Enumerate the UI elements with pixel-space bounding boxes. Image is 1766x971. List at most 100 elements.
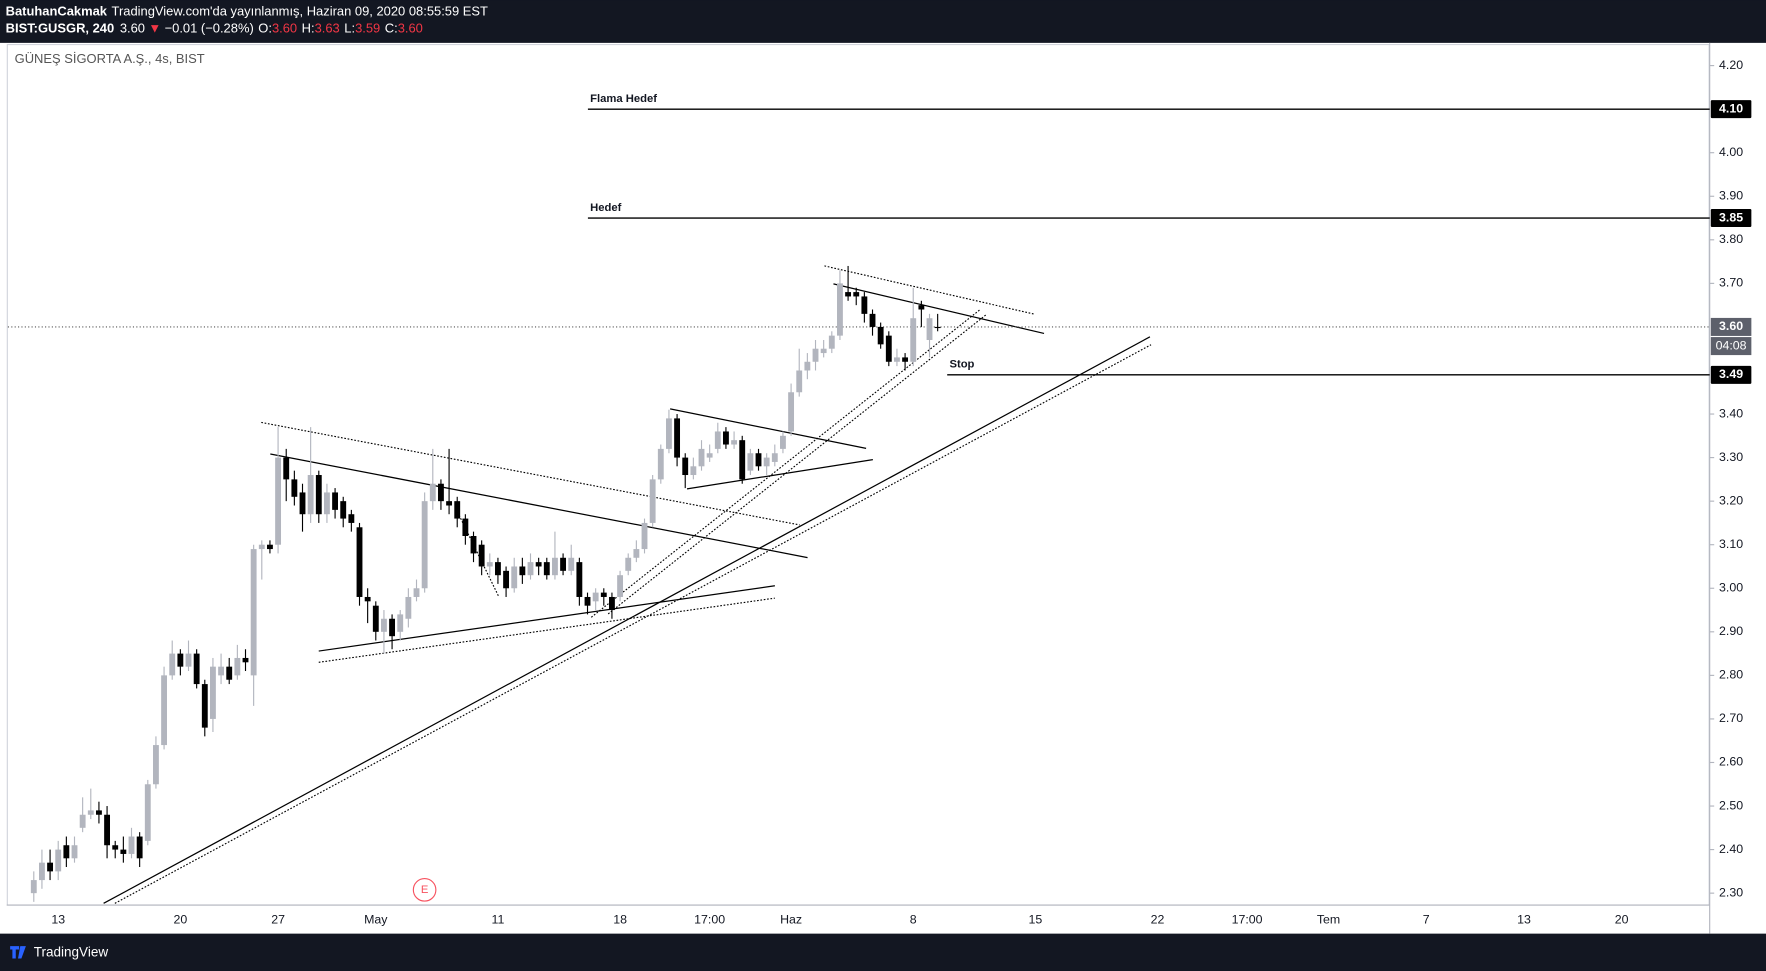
countdown-box [1710,337,1752,356]
candle-body [584,596,591,606]
header-bar [0,0,1766,43]
candle-body [63,845,70,859]
candle-body [421,501,428,589]
candle-body [413,588,420,597]
candle-body [495,562,501,576]
trend-line [686,458,873,490]
price: 3.60 [120,21,145,36]
candle-body [332,492,339,510]
candle-body [804,361,811,371]
change: −0.01 (−0.28%) [165,21,254,36]
candle-body [845,292,852,297]
trend-line-dotted [114,344,1152,904]
symbol: BIST:GUSGR, 240 [6,21,115,36]
drawings [103,265,1152,904]
x-tick-label: 7 [1423,913,1430,927]
y-tick-label: 2.70 [1719,711,1743,725]
countdown-label: 04:08 [1716,338,1747,352]
candle-body [828,335,835,349]
candle-body [128,836,135,854]
x-tick-label: 18 [613,913,627,927]
candle-body [96,810,102,815]
candle-body [649,479,656,523]
y-tick-label: 3.10 [1719,537,1743,551]
candle-body [299,492,306,515]
y-tick-label: 3.20 [1719,493,1743,507]
candle-body [267,544,273,550]
candle-body [120,849,127,854]
candle-body [144,784,151,841]
candle-body [324,492,330,515]
candle-body [600,592,607,597]
y-tick-label: 2.30 [1719,885,1743,899]
candle-body [112,845,119,850]
candle-body [568,557,575,571]
candle-body [201,684,208,728]
y-tick-label: 3.90 [1719,189,1743,203]
brand: TradingView [34,944,109,959]
candle-body [307,475,314,515]
candle-body [291,479,298,497]
x-tick-label: 20 [173,913,187,927]
candle-body [780,435,786,449]
candle-body [543,562,550,576]
candle-body [364,596,371,602]
candle-body [723,431,729,445]
trend-line-dotted [318,597,775,663]
candle-body [894,357,900,362]
candle-body [771,453,778,462]
candle-body [625,557,632,571]
candle-body [381,618,387,632]
candle-body [755,453,762,467]
candle-body [511,566,518,589]
candle-body [438,483,444,502]
x-tick-label: 13 [51,913,65,927]
candle-body [446,501,453,506]
candle-body [47,862,54,872]
ohlc-key: H: [302,21,315,36]
header-line-2: BIST:GUSGR, 240 3.60 ▼ −0.01 (−0.28%) O:3.60… [6,21,423,36]
candle-body [429,483,436,502]
candle-body [682,457,689,476]
candle-body [739,440,746,480]
level-price-box [1710,209,1752,228]
candle-body [885,335,892,362]
marks: 4.20 4.00 3.90 3.80 3.70 3.40 3.30 3.20 3.10 3.00… [7,58,1752,927]
y-tick-label: 2.90 [1719,624,1743,638]
x-tick-label: 11 [492,913,505,927]
y-tick-label: 3.80 [1719,232,1743,246]
candle-body [812,348,819,362]
candle-body [861,296,868,314]
author: BatuhanCakmak [6,4,108,19]
earnings-marker[interactable] [412,878,437,902]
x-tick-label: 17:00 [1232,913,1263,927]
candle-body [250,549,257,676]
candle-body [226,666,233,680]
level-label: Stop [949,359,974,371]
footer-bar [0,933,1766,971]
candle-body [853,292,860,297]
trend-line-dotted [824,265,1036,315]
last-price-label: 3.60 [1719,319,1743,333]
candle-body [617,575,624,597]
candle-body [104,814,111,846]
level-price-box [1710,365,1752,384]
candle-body [698,448,705,467]
candle-body [177,653,184,667]
y-tick-label: 4.20 [1719,58,1743,72]
candle-body [55,849,62,872]
candle-body [315,475,322,515]
candle-body [763,457,770,467]
candle-body [796,370,803,393]
y-tick-label: 4.00 [1719,145,1743,159]
candle-body [535,562,542,567]
candle-body [706,453,713,458]
header-line-1: BatuhanCakmak TradingView.com'da yayınlan… [6,4,488,19]
trend-line-dotted [261,421,800,526]
candle-body [193,653,200,685]
candle-body [87,810,94,815]
candle-body [161,675,168,746]
candle-body [169,653,176,676]
candle-body [788,392,795,432]
candle-body [372,605,379,632]
